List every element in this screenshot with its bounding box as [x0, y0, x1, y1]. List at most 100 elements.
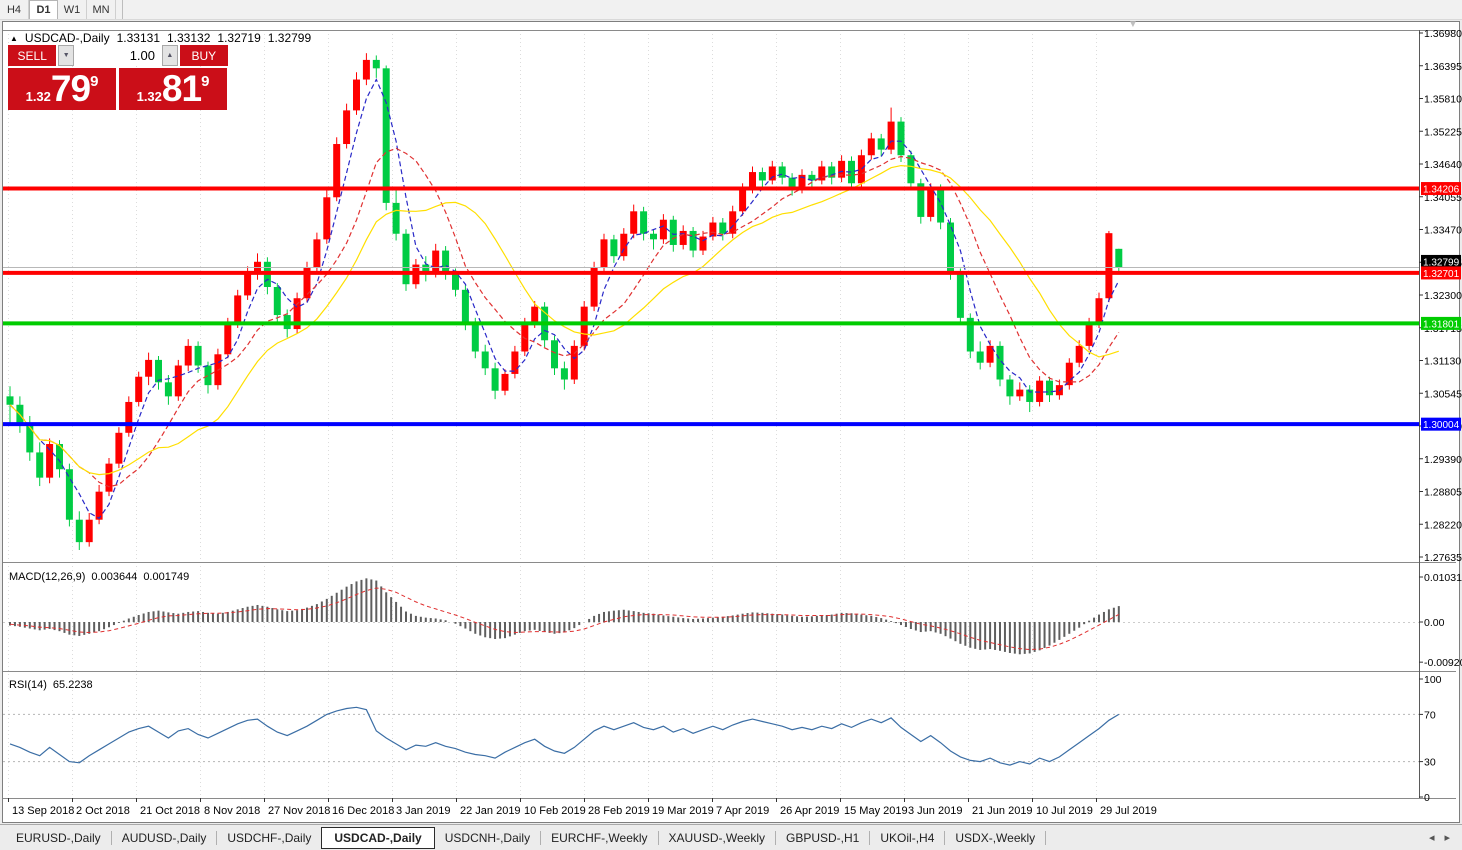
volume-input[interactable]	[76, 45, 160, 66]
chart-symbol-label: USDCAD-,Daily	[24, 31, 110, 45]
svg-text:21 Oct 2018: 21 Oct 2018	[140, 805, 200, 817]
svg-text:1.34206: 1.34206	[1423, 185, 1460, 196]
collapse-indicator-icon[interactable]: ▲	[10, 33, 18, 43]
svg-text:100: 100	[1424, 674, 1442, 686]
svg-text:10 Feb 2019: 10 Feb 2019	[524, 805, 586, 817]
symbol-tab-bar: EURUSD-,Daily AUDUSD-,Daily USDCHF-,Dail…	[0, 824, 1462, 850]
tab-usdcad-daily[interactable]: USDCAD-,Daily	[321, 826, 435, 849]
tab-usdcnh-daily[interactable]: USDCNH-,Daily	[444, 830, 531, 845]
timeframe-d1-button[interactable]: D1	[29, 0, 58, 19]
buy-button[interactable]: BUY	[179, 45, 228, 66]
tab-eurusd-daily[interactable]: EURUSD-,Daily	[16, 830, 101, 845]
svg-text:3 Jun 2019: 3 Jun 2019	[908, 805, 962, 817]
svg-text:1.36980: 1.36980	[1424, 28, 1462, 40]
rsi-panel	[3, 706, 1419, 766]
chart-window	[2, 21, 1460, 823]
svg-text:1.32799: 1.32799	[1423, 257, 1460, 268]
svg-text:1.35810: 1.35810	[1424, 94, 1462, 106]
rsi-value: 65.2238	[52, 679, 93, 691]
svg-text:2 Oct 2018: 2 Oct 2018	[76, 805, 130, 817]
main-panel	[3, 53, 1419, 550]
ohlc-close: 1.32799	[267, 31, 312, 45]
svg-text:21 Jun 2019: 21 Jun 2019	[972, 805, 1033, 817]
volume-increase-button[interactable]: ▲	[162, 45, 178, 66]
tab-separator	[944, 830, 946, 845]
timeframe-w1-button[interactable]: W1	[58, 0, 87, 19]
timeframe-h4-button[interactable]: H4	[0, 0, 29, 19]
svg-text:22 Jan 2019: 22 Jan 2019	[460, 805, 521, 817]
tab-separator	[1045, 830, 1047, 845]
buy-price-big: 81	[161, 68, 202, 109]
macd-signal-value: 0.001749	[143, 571, 190, 583]
tab-separator	[110, 830, 112, 845]
tab-separator	[540, 830, 542, 845]
svg-text:1.30545: 1.30545	[1424, 388, 1462, 400]
tab-ukoil-h4[interactable]: UKOil-,H4	[880, 830, 935, 845]
svg-text:27 Nov 2018: 27 Nov 2018	[268, 805, 330, 817]
svg-text:19 Mar 2019: 19 Mar 2019	[652, 805, 714, 817]
svg-text:15 May 2019: 15 May 2019	[844, 805, 908, 817]
macd-name: MACD(12,26,9)	[9, 571, 86, 583]
timeframe-toolbar: H4 D1 W1 MN	[0, 0, 1462, 20]
svg-text:1.35225: 1.35225	[1424, 126, 1462, 138]
svg-text:-0.009203: -0.009203	[1424, 657, 1462, 669]
gridlines	[8, 30, 1097, 798]
sell-price-display[interactable]: 1.32 79 9	[8, 68, 116, 110]
toolbar-separator	[122, 0, 123, 19]
svg-text:16 Dec 2018: 16 Dec 2018	[332, 805, 394, 817]
chart-title: ▲ USDCAD-,Daily 1.33131 1.33132 1.32719 …	[10, 31, 311, 45]
svg-text:8 Nov 2018: 8 Nov 2018	[204, 805, 260, 817]
ohlc-open: 1.33131	[116, 31, 160, 45]
tab-eurchf-weekly[interactable]: EURCHF-,Weekly	[551, 830, 648, 845]
tabs-scroll-right-icon[interactable]: ▸	[1444, 832, 1450, 844]
axes: 1.369801.363951.358101.352251.346401.340…	[3, 28, 1462, 817]
svg-text:10 Jul 2019: 10 Jul 2019	[1036, 805, 1093, 817]
one-click-trading-panel: SELL ▼ ▲ BUY 1.32 79 9 1.32 81 9	[8, 45, 228, 110]
buy-price-pip: 9	[201, 72, 210, 90]
sell-button[interactable]: SELL	[8, 45, 57, 66]
svg-text:0.010311: 0.010311	[1424, 572, 1462, 584]
svg-text:1.29390: 1.29390	[1424, 454, 1462, 466]
buy-price-display[interactable]: 1.32 81 9	[119, 68, 227, 110]
svg-text:1.36395: 1.36395	[1424, 61, 1462, 73]
tab-separator	[869, 830, 871, 845]
tab-separator	[657, 830, 659, 845]
ohlc-high: 1.33132	[167, 31, 211, 45]
svg-text:1.30004: 1.30004	[1423, 420, 1460, 431]
svg-text:1.33470: 1.33470	[1424, 225, 1462, 237]
macd-indicator-label: MACD(12,26,9) 0.003644 0.001749	[9, 571, 189, 583]
tab-xauusd-weekly[interactable]: XAUUSD-,Weekly	[668, 830, 765, 845]
svg-text:26 Apr 2019: 26 Apr 2019	[780, 805, 839, 817]
tab-separator	[775, 830, 776, 845]
svg-text:70: 70	[1424, 709, 1436, 721]
svg-text:1.32300: 1.32300	[1424, 290, 1462, 302]
ohlc-low: 1.32719	[217, 31, 261, 45]
tab-usdchf-daily[interactable]: USDCHF-,Daily	[227, 830, 312, 845]
svg-text:28 Feb 2019: 28 Feb 2019	[588, 805, 650, 817]
sell-price-base: 1.32	[25, 88, 51, 104]
svg-text:7 Apr 2019: 7 Apr 2019	[716, 805, 769, 817]
sell-price-big: 79	[50, 68, 91, 109]
tabs-scroll-left-icon[interactable]: ◂	[1428, 832, 1435, 844]
svg-text:3 Jan 2019: 3 Jan 2019	[396, 805, 450, 817]
svg-text:0: 0	[1424, 792, 1430, 804]
tab-gbpusd-h1[interactable]: GBPUSD-,H1	[786, 830, 860, 845]
macd-value: 0.003644	[91, 571, 138, 583]
svg-text:1.31130: 1.31130	[1424, 356, 1461, 368]
tab-audusd-daily[interactable]: AUDUSD-,Daily	[121, 830, 207, 845]
svg-text:30: 30	[1424, 757, 1436, 769]
svg-text:13 Sep 2018: 13 Sep 2018	[12, 805, 74, 817]
svg-text:0.00: 0.00	[1424, 617, 1445, 629]
tab-usdx-weekly[interactable]: USDX-,Weekly	[955, 830, 1036, 845]
svg-text:1.28805: 1.28805	[1424, 487, 1462, 499]
scroll-to-end-icon[interactable]: ▼	[1128, 19, 1138, 30]
svg-text:1.27635: 1.27635	[1424, 552, 1462, 564]
rsi-indicator-label: RSI(14) 65.2238	[9, 679, 93, 691]
sell-price-pip: 9	[90, 72, 99, 90]
volume-decrease-button[interactable]: ▼	[58, 45, 74, 66]
tab-separator	[216, 830, 218, 845]
timeframe-mn-button[interactable]: MN	[87, 0, 116, 19]
buy-price-base: 1.32	[136, 88, 162, 104]
